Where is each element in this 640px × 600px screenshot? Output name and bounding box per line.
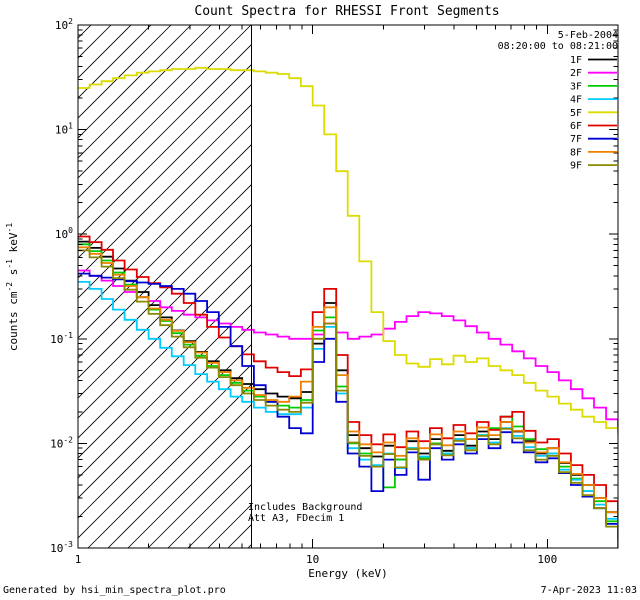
hatch-line — [78, 143, 252, 319]
hatch-line — [107, 403, 252, 548]
x-tick-label: 100 — [537, 553, 557, 566]
legend: 1F 2F 3F 4F 5F 6F 7F 8F 9F — [570, 55, 617, 172]
y-tick-label: 102 — [55, 17, 73, 32]
hatched-region — [78, 25, 252, 548]
spectra-curves — [78, 66, 618, 548]
y-tick-label: 10-2 — [50, 435, 73, 450]
hatch-line — [87, 383, 252, 548]
legend-label-3F: 3F — [570, 81, 582, 92]
legend-label-5F: 5F — [570, 108, 582, 119]
footer-generated-datetime: 7-Apr-2023 11:03 — [541, 585, 637, 596]
hatch-line — [78, 103, 252, 279]
series-curve-8F — [78, 246, 618, 527]
hatch-line — [78, 63, 252, 239]
hatch-line — [78, 83, 252, 259]
hatch-line — [78, 323, 252, 499]
hatch-line — [78, 363, 252, 539]
footer-generator-text: Generated by hsi_min_spectra_plot.pro — [3, 585, 226, 596]
y-tick-label: 10-3 — [50, 540, 73, 555]
hatch-line — [78, 25, 212, 159]
hatch-line — [78, 223, 252, 399]
hatch-line — [78, 25, 252, 199]
legend-label-6F: 6F — [570, 121, 582, 132]
hatch-line — [78, 25, 192, 139]
legend-label-8F: 8F — [570, 147, 582, 158]
axes: 1 10 100 10-3 10-2 10-1 100 101 102 — [50, 17, 619, 566]
y-axis-label: counts cm-2 s-1 keV-1 — [5, 223, 20, 351]
hatch-line — [78, 243, 252, 419]
hatch-line — [78, 43, 252, 219]
series-curve-7F — [78, 272, 618, 540]
hatch-line — [78, 203, 252, 379]
hatch-line — [147, 443, 252, 548]
legend-label-7F: 7F — [570, 134, 582, 145]
hatch-line — [78, 183, 252, 359]
hatch-line — [78, 25, 232, 179]
hatch-line — [78, 303, 252, 479]
chart-title: Count Spectra for RHESSI Front Segments — [194, 4, 499, 19]
series-curve-5F — [78, 66, 618, 436]
x-axis-label: Energy (keV) — [308, 567, 387, 580]
observation-time-range: 08:20:00 to 08:21:00 — [498, 41, 618, 52]
hatch-line — [78, 25, 132, 79]
series-curve-4F — [78, 281, 618, 533]
annotation-attenuator-state: Att A3, FDecim 1 — [248, 513, 344, 524]
legend-label-1F: 1F — [570, 55, 582, 66]
hatch-line — [127, 423, 252, 548]
annotation-includes-background: Includes Background — [248, 502, 362, 513]
hatch-line — [78, 25, 112, 59]
hatch-line — [78, 263, 252, 439]
hatch-line — [78, 163, 252, 339]
plot-frame — [77, 24, 619, 549]
y-tick-label: 101 — [55, 122, 73, 137]
observation-date: 5-Feb-2004 — [558, 30, 618, 41]
series-curve-9F — [78, 249, 618, 548]
x-tick-label: 1 — [75, 553, 82, 566]
hatch-line — [78, 283, 252, 459]
legend-label-9F: 9F — [570, 161, 582, 172]
legend-label-4F: 4F — [570, 95, 582, 106]
x-tick-label: 10 — [306, 553, 319, 566]
hatch-line — [78, 25, 172, 119]
series-curve-2F — [78, 269, 618, 432]
y-tick-label: 100 — [55, 226, 73, 241]
hatch-line — [78, 123, 252, 299]
y-axis-label-text: counts cm-2 s-1 keV-1 — [5, 223, 20, 351]
legend-label-2F: 2F — [570, 68, 582, 79]
y-tick-label: 10-1 — [50, 331, 73, 346]
hatch-line — [78, 343, 252, 519]
